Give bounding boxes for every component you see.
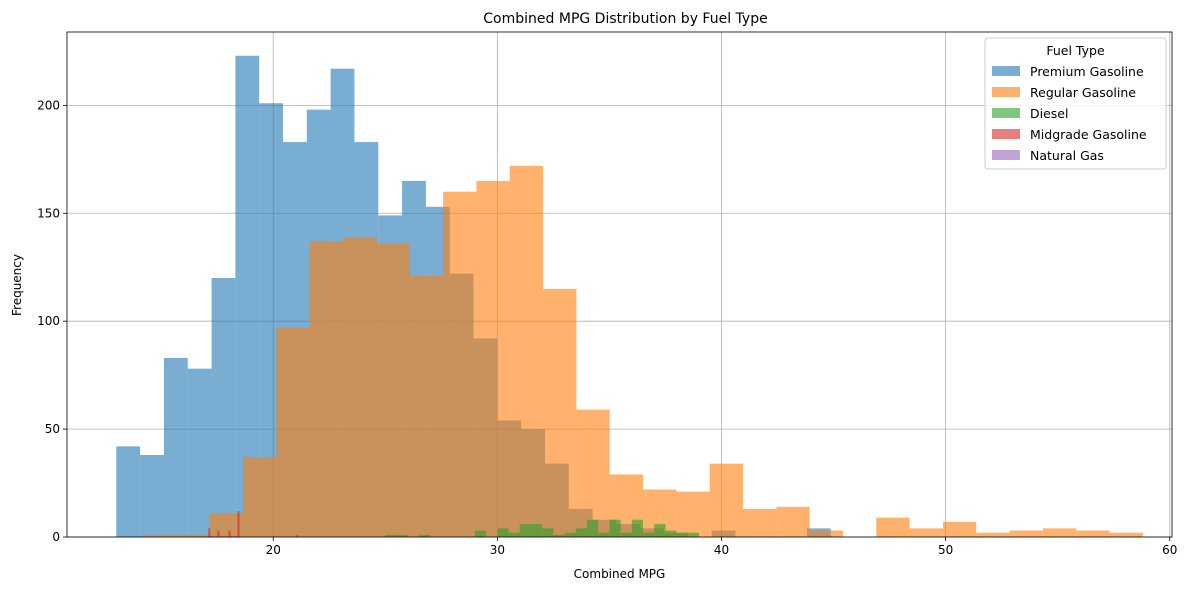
x-tick-label: 30: [490, 543, 505, 557]
legend-swatch: [992, 87, 1020, 97]
histogram-bar: [163, 357, 188, 537]
legend-item: Premium Gasoline: [992, 64, 1144, 79]
legend-label: Regular Gasoline: [1030, 85, 1136, 100]
histogram-bar: [443, 191, 477, 537]
histogram-bar: [211, 278, 236, 537]
legend-item: Natural Gas: [992, 148, 1104, 163]
histogram-bar: [530, 524, 543, 537]
histogram-bar: [418, 534, 431, 537]
histogram-bar: [643, 532, 655, 537]
legend-item: Midgrade Gasoline: [992, 127, 1147, 142]
histogram-bar: [385, 534, 397, 537]
legend-swatch: [992, 150, 1020, 160]
histogram-bar: [235, 55, 260, 537]
histogram-bar: [665, 530, 677, 537]
histogram-bar: [243, 457, 277, 537]
histogram-bar: [519, 524, 531, 537]
histogram-bar: [276, 327, 310, 537]
histogram-bar: [309, 241, 344, 538]
histogram-bar: [542, 528, 554, 537]
histogram-bar: [143, 534, 177, 537]
legend: Fuel Type Premium Gasoline Regular Gasolin…: [984, 37, 1167, 170]
series-regular-gasoline: [143, 165, 1143, 538]
legend-label: Midgrade Gasoline: [1030, 127, 1147, 142]
histogram-bar: [187, 368, 212, 537]
histogram-bar: [976, 532, 1010, 537]
legend-item: Diesel: [992, 106, 1068, 121]
histogram-bar: [208, 528, 211, 537]
histogram-bar: [217, 530, 220, 537]
y-tick-label: 150: [37, 206, 60, 220]
histogram-bar: [1076, 530, 1110, 537]
plot-frame: [66, 31, 1173, 538]
x-axis-title: Combined MPG: [574, 567, 666, 581]
histogram-bar: [598, 532, 610, 537]
histogram-bar: [743, 508, 777, 537]
histogram-bar: [553, 534, 565, 537]
y-tick-label: 200: [37, 98, 60, 112]
histogram-bar: [228, 530, 231, 537]
x-tick-label: 50: [938, 543, 953, 557]
histogram-bar: [509, 165, 544, 538]
histogram-bar: [620, 532, 632, 537]
histogram-bar: [543, 288, 577, 537]
series-diesel: [385, 519, 700, 537]
histogram-bar: [474, 530, 487, 537]
histogram-bar: [564, 532, 576, 537]
legend-label: Diesel: [1030, 106, 1068, 121]
histogram-bar: [576, 409, 610, 537]
legend-item: Regular Gasoline: [992, 85, 1136, 100]
histogram-bar: [809, 530, 843, 537]
histogram-bar: [497, 528, 509, 537]
histogram-bar: [343, 237, 377, 537]
histogram-bar: [587, 519, 599, 537]
legend-box: [984, 37, 1167, 170]
legend-swatch: [992, 66, 1020, 76]
histogram-bars: [116, 55, 1143, 538]
histogram-bar: [476, 180, 510, 537]
histogram-bar: [575, 528, 587, 537]
histogram-bar: [709, 463, 744, 537]
x-tick-label: 20: [266, 543, 281, 557]
chart-title: Combined MPG Distribution by Fuel Type: [483, 11, 767, 27]
histogram-bar: [687, 532, 700, 537]
histogram-bar: [609, 519, 621, 537]
histogram-bar: [676, 532, 688, 537]
y-axis-title: Frequency: [10, 254, 24, 316]
histogram-bar: [942, 521, 977, 537]
y-tick-label: 50: [45, 422, 60, 436]
histogram-bar: [676, 491, 710, 537]
y-tick-label: 100: [37, 314, 60, 328]
histogram-bar: [409, 275, 444, 537]
axes: 20 30 40 50 60 0 50 100 150 200: [37, 31, 1177, 557]
histogram-bar: [116, 446, 141, 537]
x-tick-label: 40: [714, 543, 729, 557]
x-tick-label: 60: [1162, 543, 1177, 557]
legend-title: Fuel Type: [1046, 43, 1105, 58]
y-tick-label: 0: [52, 530, 60, 544]
histogram-bar: [776, 506, 810, 537]
histogram-bar: [237, 511, 240, 537]
legend-label: Premium Gasoline: [1030, 64, 1144, 79]
histogram-bar: [176, 534, 210, 537]
histogram-bar: [508, 532, 520, 537]
histogram-bar: [396, 534, 408, 537]
legend-swatch: [992, 129, 1020, 139]
histogram-bar: [654, 524, 666, 537]
legend-swatch: [992, 108, 1020, 118]
histogram-bar: [1042, 528, 1077, 537]
histogram-bar: [295, 534, 298, 537]
histogram-bar: [876, 517, 910, 537]
histogram-bar: [376, 243, 410, 537]
histogram-bar: [1009, 530, 1043, 537]
histogram-bar: [140, 454, 164, 537]
legend-label: Natural Gas: [1030, 148, 1104, 163]
histogram-bar: [631, 519, 644, 537]
histogram-bar: [909, 528, 943, 537]
series-midgrade-gasoline: [208, 511, 298, 537]
histogram-bar: [1109, 532, 1143, 537]
